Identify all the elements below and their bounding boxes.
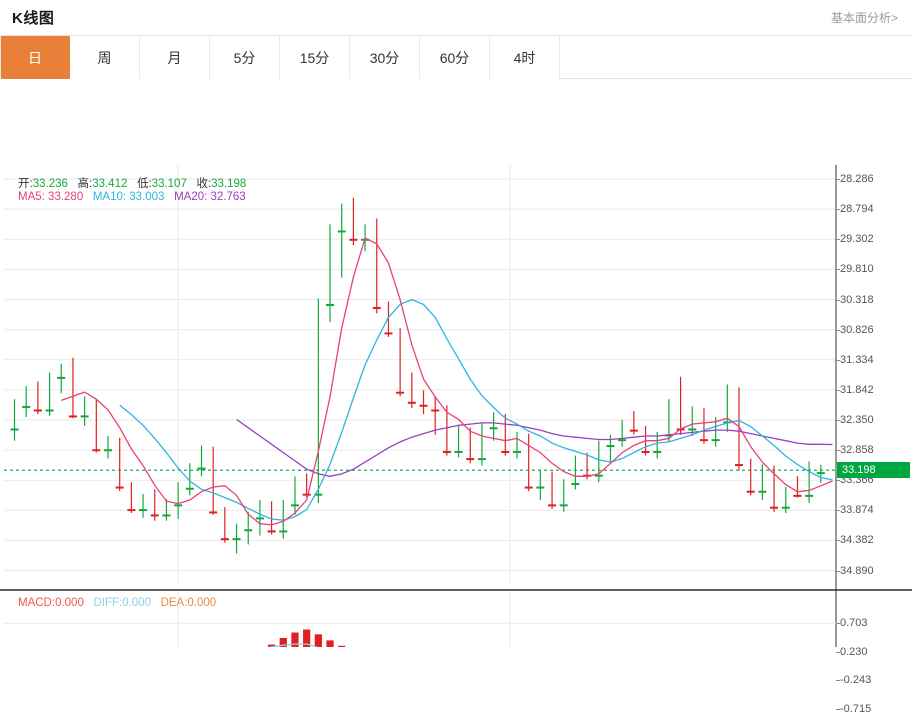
- ohlc-info: 开:33.236 高:33.412 低:33.107 收:33.198: [18, 175, 246, 191]
- macd-info: MACD:0.000 DIFF:0.000 DEA:0.000: [18, 597, 216, 609]
- dea-label: DEA:: [160, 597, 188, 609]
- tab-1[interactable]: 周: [70, 36, 140, 79]
- tab-6[interactable]: 60分: [420, 36, 490, 79]
- high-value: 33.412: [92, 178, 128, 190]
- macd-value: 0.000: [55, 597, 84, 609]
- ma5-value: 33.280: [48, 191, 84, 203]
- page-title: K线图: [12, 10, 55, 27]
- ma-info: MA5: 33.280 MA10: 33.003 MA20: 32.763: [18, 191, 246, 203]
- low-label: 低:: [136, 178, 152, 190]
- close-value: 33.198: [211, 178, 247, 190]
- low-value: 33.107: [151, 178, 187, 190]
- open-label: 开:: [18, 178, 33, 190]
- ma20-value: 32.763: [210, 191, 246, 203]
- tab-7[interactable]: 4时: [490, 36, 560, 79]
- ma5-label: MA5:: [18, 191, 45, 203]
- tab-2[interactable]: 月: [140, 36, 210, 79]
- fundamental-analysis-link[interactable]: 基本面分析>: [830, 11, 898, 25]
- diff-value: 0.000: [122, 597, 151, 609]
- period-tabbar: 日周月 5分 15分 30分 60分 4时: [0, 36, 912, 79]
- close-label: 收:: [196, 178, 212, 190]
- ma10-value: 33.003: [129, 191, 165, 203]
- tab-5[interactable]: 30分: [350, 36, 420, 79]
- chart-area[interactable]: 开:33.236 高:33.412 低:33.107 收:33.198 MA5:…: [0, 79, 912, 715]
- kline-canvas[interactable]: [0, 79, 912, 647]
- tab-3[interactable]: 5分: [210, 36, 280, 79]
- macd-label: MACD:: [18, 597, 56, 609]
- open-value: 33.236: [32, 178, 68, 190]
- ma10-label: MA10:: [92, 191, 127, 203]
- macd-tick-2: -0.243: [835, 674, 872, 687]
- macd-tick-3: -0.715: [835, 702, 872, 715]
- diff-label: DIFF:: [93, 597, 123, 609]
- tab-4[interactable]: 15分: [280, 36, 350, 79]
- dea-value: 0.000: [187, 597, 217, 609]
- tab-0[interactable]: 日: [0, 36, 70, 79]
- ma20-label: MA20:: [174, 191, 208, 203]
- page-header: K线图 基本面分析>: [0, 0, 912, 36]
- high-label: 高:: [77, 178, 93, 190]
